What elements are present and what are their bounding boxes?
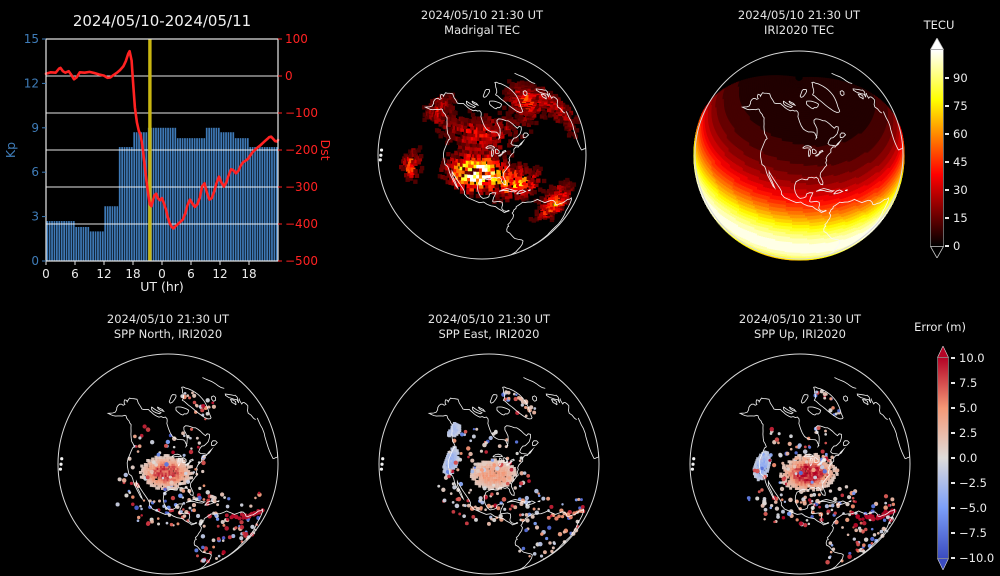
svg-text:0: 0 bbox=[31, 254, 39, 268]
madrigal-title-date: 2024/05/10 21:30 UT bbox=[420, 8, 544, 22]
dst-line bbox=[44, 49, 280, 230]
svg-text:18: 18 bbox=[125, 267, 140, 281]
svg-text:−500: −500 bbox=[285, 254, 318, 268]
iri-tec-title-date: 2024/05/10 21:30 UT bbox=[737, 8, 861, 22]
dst-axis-label: Dst bbox=[318, 139, 330, 160]
tec-colorbar-arrow-down bbox=[930, 246, 944, 258]
svg-text:−200: −200 bbox=[285, 143, 318, 157]
error-colorbar-tick-m7-5: −7.5 bbox=[951, 526, 987, 540]
svg-text:−400: −400 bbox=[285, 217, 318, 231]
spp-east-title-date: 2024/05/10 21:30 UT bbox=[427, 312, 551, 326]
error-colorbar-tick-10: 10.0 bbox=[951, 351, 985, 365]
svg-text:0: 0 bbox=[42, 267, 50, 281]
error-colorbar-tick-m2-5: −2.5 bbox=[951, 476, 987, 490]
svg-text:6: 6 bbox=[187, 267, 195, 281]
tec-colorbar-label: TECU bbox=[923, 18, 955, 32]
svg-text:12: 12 bbox=[212, 267, 227, 281]
spp-east-title-label: SPP East, IRI2020 bbox=[438, 327, 540, 341]
svg-text:6: 6 bbox=[31, 165, 39, 179]
tec-colorbar-arrow-up bbox=[930, 38, 944, 50]
tec-colorbar-tick-15: 15 bbox=[945, 211, 968, 225]
gridlines bbox=[46, 75, 278, 225]
error-colorbar bbox=[937, 346, 949, 570]
tec-colorbar bbox=[930, 38, 944, 258]
tec-colorbar-tick-45: 45 bbox=[945, 155, 968, 169]
madrigal-title-label: Madrigal TEC bbox=[444, 23, 520, 37]
svg-text:18: 18 bbox=[241, 267, 256, 281]
error-colorbar-tick-2-5: 2.5 bbox=[951, 426, 977, 440]
error-colorbar-tick-5: 5.0 bbox=[951, 401, 977, 415]
madrigal-tec-globe bbox=[376, 49, 588, 261]
tec-colorbar-tick-0: 0 bbox=[945, 239, 960, 253]
svg-text:9: 9 bbox=[31, 121, 39, 135]
chart-title: 2024/05/10-2024/05/11 bbox=[73, 12, 251, 30]
madrigal-title: 2024/05/10 21:30 UT Madrigal TEC bbox=[357, 8, 607, 38]
error-colorbar-tick-7-5: 7.5 bbox=[951, 376, 977, 390]
kp-dst-chart: 0 6 12 18 0 6 12 18 0 3 6 9 12 15 100 0 −100 −200 −300 −400… bbox=[3, 12, 333, 294]
svg-text:−100: −100 bbox=[285, 106, 318, 120]
error-colorbar-arrow-down bbox=[937, 558, 949, 570]
error-colorbar-gradient bbox=[937, 358, 949, 558]
error-colorbar-tick-0: 0.0 bbox=[951, 451, 977, 465]
kp-dst-chart-panel: 0 6 12 18 0 6 12 18 0 3 6 9 12 15 100 0 −100 −200 −300 −400… bbox=[0, 0, 333, 300]
svg-text:15: 15 bbox=[24, 32, 39, 46]
spp-north-title-date: 2024/05/10 21:30 UT bbox=[106, 312, 230, 326]
tec-colorbar-tick-75: 75 bbox=[945, 99, 968, 113]
svg-text:0: 0 bbox=[158, 267, 166, 281]
iri-tec-title-label: IRI2020 TEC bbox=[763, 23, 835, 37]
svg-text:0: 0 bbox=[285, 69, 293, 83]
spp-east-title: 2024/05/10 21:30 UT SPP East, IRI2020 bbox=[364, 312, 614, 342]
dst-axis-ticks: 100 0 −100 −200 −300 −400 −500 bbox=[278, 32, 318, 268]
error-colorbar-tick-m10: −10.0 bbox=[951, 551, 994, 565]
spp-north-title: 2024/05/10 21:30 UT SPP North, IRI2020 bbox=[43, 312, 293, 342]
svg-text:−300: −300 bbox=[285, 180, 318, 194]
spp-north-title-label: SPP North, IRI2020 bbox=[113, 327, 223, 341]
kp-axis-label: Kp bbox=[3, 142, 18, 158]
spp-up-title-date: 2024/05/10 21:30 UT bbox=[738, 312, 862, 326]
error-colorbar-arrow-up bbox=[937, 346, 949, 358]
iri2020-tec-globe bbox=[693, 49, 905, 261]
spp-up-globe bbox=[688, 352, 912, 576]
spp-north-globe bbox=[56, 352, 280, 576]
x-axis-ticks: 0 6 12 18 0 6 12 18 bbox=[42, 261, 257, 281]
x-axis-label: UT (hr) bbox=[140, 279, 184, 294]
tec-colorbar-tick-30: 30 bbox=[945, 183, 968, 197]
spp-up-title: 2024/05/10 21:30 UT SPP Up, IRI2020 bbox=[675, 312, 925, 342]
iri-tec-title: 2024/05/10 21:30 UT IRI2020 TEC bbox=[674, 8, 924, 38]
tec-colorbar-gradient bbox=[930, 50, 944, 246]
error-colorbar-tick-m5: −5.0 bbox=[951, 501, 987, 515]
tec-colorbar-tick-90: 90 bbox=[945, 71, 968, 85]
spp-east-globe bbox=[377, 352, 601, 576]
svg-text:3: 3 bbox=[31, 210, 39, 224]
error-colorbar-label: Error (m) bbox=[914, 320, 966, 334]
svg-text:12: 12 bbox=[24, 76, 39, 90]
kp-bars bbox=[46, 127, 278, 261]
svg-text:12: 12 bbox=[96, 267, 111, 281]
kp-axis-ticks: 0 3 6 9 12 15 bbox=[24, 32, 46, 268]
spp-up-title-label: SPP Up, IRI2020 bbox=[754, 327, 846, 341]
tec-colorbar-tick-60: 60 bbox=[945, 127, 968, 141]
svg-text:6: 6 bbox=[71, 267, 79, 281]
svg-text:100: 100 bbox=[285, 32, 308, 46]
